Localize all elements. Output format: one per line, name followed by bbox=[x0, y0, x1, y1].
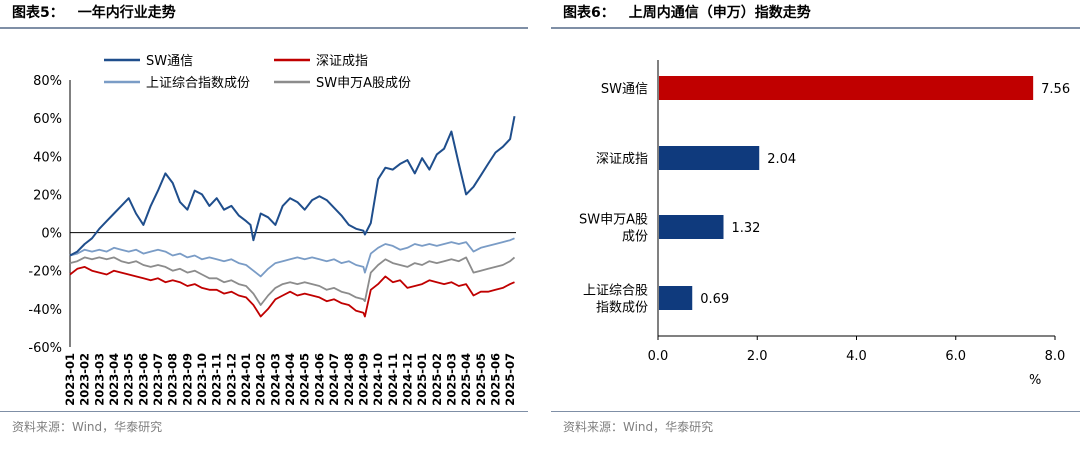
x-tick-label: 2024-04 bbox=[283, 353, 297, 406]
x-tick-label: 2024-10 bbox=[371, 353, 385, 406]
figure-5-panel: 图表5： 一年内行业走势 80% 60% 40% 20% 0% -20% -40% -60% 20… bbox=[0, 0, 528, 467]
category-label: 上证综合股 bbox=[583, 284, 648, 299]
x-tick-label: 2023-01 bbox=[63, 353, 77, 406]
x-tick-label: 2024-03 bbox=[268, 353, 282, 406]
x-tick-label: 2023-11 bbox=[210, 353, 224, 406]
x-tick-label: 2024-08 bbox=[342, 353, 356, 406]
legend-item: SW申万A股成份 bbox=[274, 76, 411, 91]
x-tick-label: 2025-01 bbox=[415, 353, 429, 406]
figure-6-caption: 上周内通信（申万）指数走势 bbox=[628, 5, 811, 21]
legend-item: 上证综合指数成份 bbox=[104, 76, 250, 91]
y-tick-label: -60% bbox=[28, 341, 62, 356]
x-tick-label: 2024-09 bbox=[356, 353, 370, 406]
x-tick-label: 2023-04 bbox=[107, 353, 121, 406]
x-tick-label: 2024-02 bbox=[254, 353, 268, 406]
bar-value-label: 1.32 bbox=[732, 221, 761, 236]
figure-5-bottom-rule bbox=[0, 411, 528, 412]
x-tick-label: 0.0 bbox=[648, 349, 669, 364]
figure-6-bottom-rule bbox=[551, 411, 1080, 412]
bar bbox=[659, 215, 724, 239]
bar bbox=[659, 286, 693, 310]
series-line-sw_comm bbox=[69, 116, 516, 257]
y-tick-label: -40% bbox=[28, 303, 62, 318]
figure-5-top-rule bbox=[0, 27, 528, 29]
bar-value-label: 2.04 bbox=[767, 152, 796, 167]
legend-label: 上证综合指数成份 bbox=[146, 76, 250, 91]
x-tick-label: 2023-09 bbox=[180, 353, 194, 406]
x-tick-label: 2024-01 bbox=[239, 353, 253, 406]
x-tick-label: 2.0 bbox=[747, 349, 768, 364]
series-line-sw_a bbox=[69, 256, 516, 306]
x-tick-label: 2023-10 bbox=[195, 353, 209, 406]
x-tick-label: 2023-03 bbox=[92, 353, 106, 406]
figure-5-caption: 一年内行业走势 bbox=[77, 5, 176, 21]
y-tick-label: 0% bbox=[41, 227, 62, 242]
category-label: 深证成指 bbox=[596, 152, 648, 167]
category-label: SW通信 bbox=[601, 82, 648, 97]
figure-5-number: 图表5： bbox=[12, 5, 64, 21]
legend-label: SW申万A股成份 bbox=[316, 76, 411, 91]
line-chart: 80% 60% 40% 20% 0% -20% -40% -60%2023-01 2023-02… bbox=[28, 54, 517, 406]
figure-6-panel: 图表6： 上周内通信（申万）指数走势 0.0 2.0 4.0 6.0 8.0% 7.56 SW… bbox=[551, 0, 1080, 467]
x-tick-label: 2024-05 bbox=[298, 353, 312, 406]
x-tick-label: 6.0 bbox=[945, 349, 966, 364]
x-tick-label: 2023-08 bbox=[166, 353, 180, 406]
figure-6-top-rule bbox=[551, 27, 1080, 29]
bar-value-label: 0.69 bbox=[700, 292, 729, 307]
category-label: SW申万A股 bbox=[579, 213, 648, 228]
figure-6-number: 图表6： bbox=[563, 5, 615, 21]
x-tick-label: 2023-06 bbox=[136, 353, 150, 406]
y-tick-label: 80% bbox=[33, 74, 62, 89]
figure-5-title: 图表5： 一年内行业走势 bbox=[12, 2, 176, 22]
legend-label: 深证成指 bbox=[316, 54, 368, 69]
y-tick-label: 60% bbox=[33, 112, 62, 127]
y-tick-label: 40% bbox=[33, 150, 62, 165]
series-line-szse bbox=[69, 265, 515, 318]
x-tick-label: 2025-02 bbox=[430, 353, 444, 406]
series-line-sse_comp bbox=[69, 237, 515, 278]
bar-chart: 0.0 2.0 4.0 6.0 8.0% 7.56 SW通信 2.04 深证成指 1.32 SW申万… bbox=[579, 60, 1070, 388]
category-label: 成份 bbox=[622, 230, 648, 245]
figure-5-source: 资料来源：Wind，华泰研究 bbox=[12, 420, 163, 434]
figure-6-source: 资料来源：Wind，华泰研究 bbox=[563, 420, 714, 434]
y-tick-label: 20% bbox=[33, 188, 62, 203]
figure-6-title: 图表6： 上周内通信（申万）指数走势 bbox=[563, 2, 811, 22]
x-tick-label: 2025-03 bbox=[444, 353, 458, 406]
x-tick-label: 2023-02 bbox=[78, 353, 92, 406]
legend-label: SW通信 bbox=[146, 54, 193, 69]
bar-value-label: 7.56 bbox=[1041, 82, 1070, 97]
bar bbox=[659, 76, 1034, 100]
x-tick-label: 2023-07 bbox=[151, 353, 165, 406]
x-tick-label: 2025-06 bbox=[488, 353, 502, 406]
x-axis-unit: % bbox=[1029, 373, 1041, 388]
x-tick-label: 2024-06 bbox=[312, 353, 326, 406]
y-tick-label: -20% bbox=[28, 265, 62, 280]
bar bbox=[659, 146, 760, 170]
x-tick-label: 2025-04 bbox=[459, 353, 473, 406]
category-label: 指数成份 bbox=[596, 301, 648, 316]
x-tick-label: 2025-07 bbox=[503, 353, 517, 406]
x-tick-label: 2023-05 bbox=[122, 353, 136, 406]
x-tick-label: 2024-12 bbox=[400, 353, 414, 406]
x-tick-label: 2023-12 bbox=[224, 353, 238, 406]
x-tick-label: 2024-07 bbox=[327, 353, 341, 406]
legend-item: 深证成指 bbox=[274, 54, 368, 69]
x-tick-label: 4.0 bbox=[846, 349, 867, 364]
x-tick-label: 8.0 bbox=[1045, 349, 1066, 364]
x-tick-label: 2024-11 bbox=[386, 353, 400, 406]
x-tick-label: 2025-05 bbox=[474, 353, 488, 406]
legend-item: SW通信 bbox=[104, 54, 193, 69]
